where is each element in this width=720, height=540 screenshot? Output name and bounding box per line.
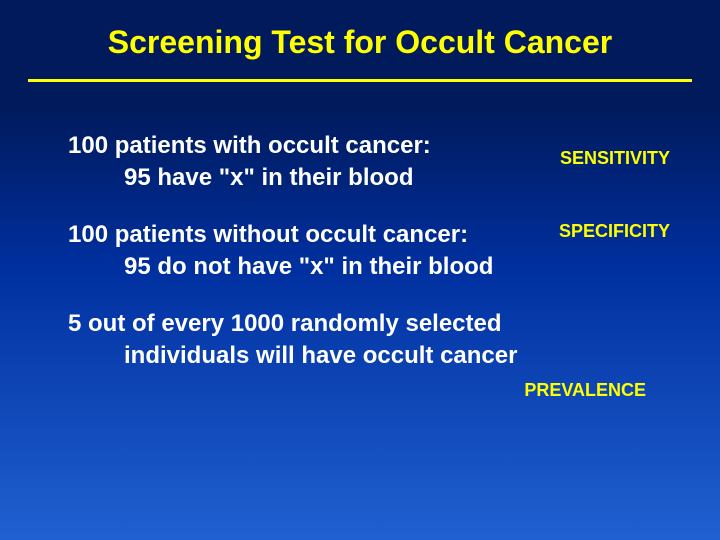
- text-line: 95 do not have "x" in their blood: [68, 251, 680, 283]
- text-line: 5 out of every 1000 randomly selected: [68, 308, 680, 340]
- tag-specificity: SPECIFICITY: [559, 219, 670, 243]
- slide-content: 100 patients with occult cancer: 95 have…: [0, 82, 720, 372]
- text-line: individuals will have occult cancer: [68, 340, 680, 372]
- block-specificity: 100 patients without occult cancer: 95 d…: [68, 219, 680, 284]
- block-sensitivity: 100 patients with occult cancer: 95 have…: [68, 130, 680, 195]
- block-prevalence: 5 out of every 1000 randomly selected in…: [68, 308, 680, 373]
- tag-prevalence: PREVALENCE: [524, 378, 646, 402]
- tag-sensitivity: SENSITIVITY: [560, 146, 670, 170]
- slide-title: Screening Test for Occult Cancer: [0, 0, 720, 79]
